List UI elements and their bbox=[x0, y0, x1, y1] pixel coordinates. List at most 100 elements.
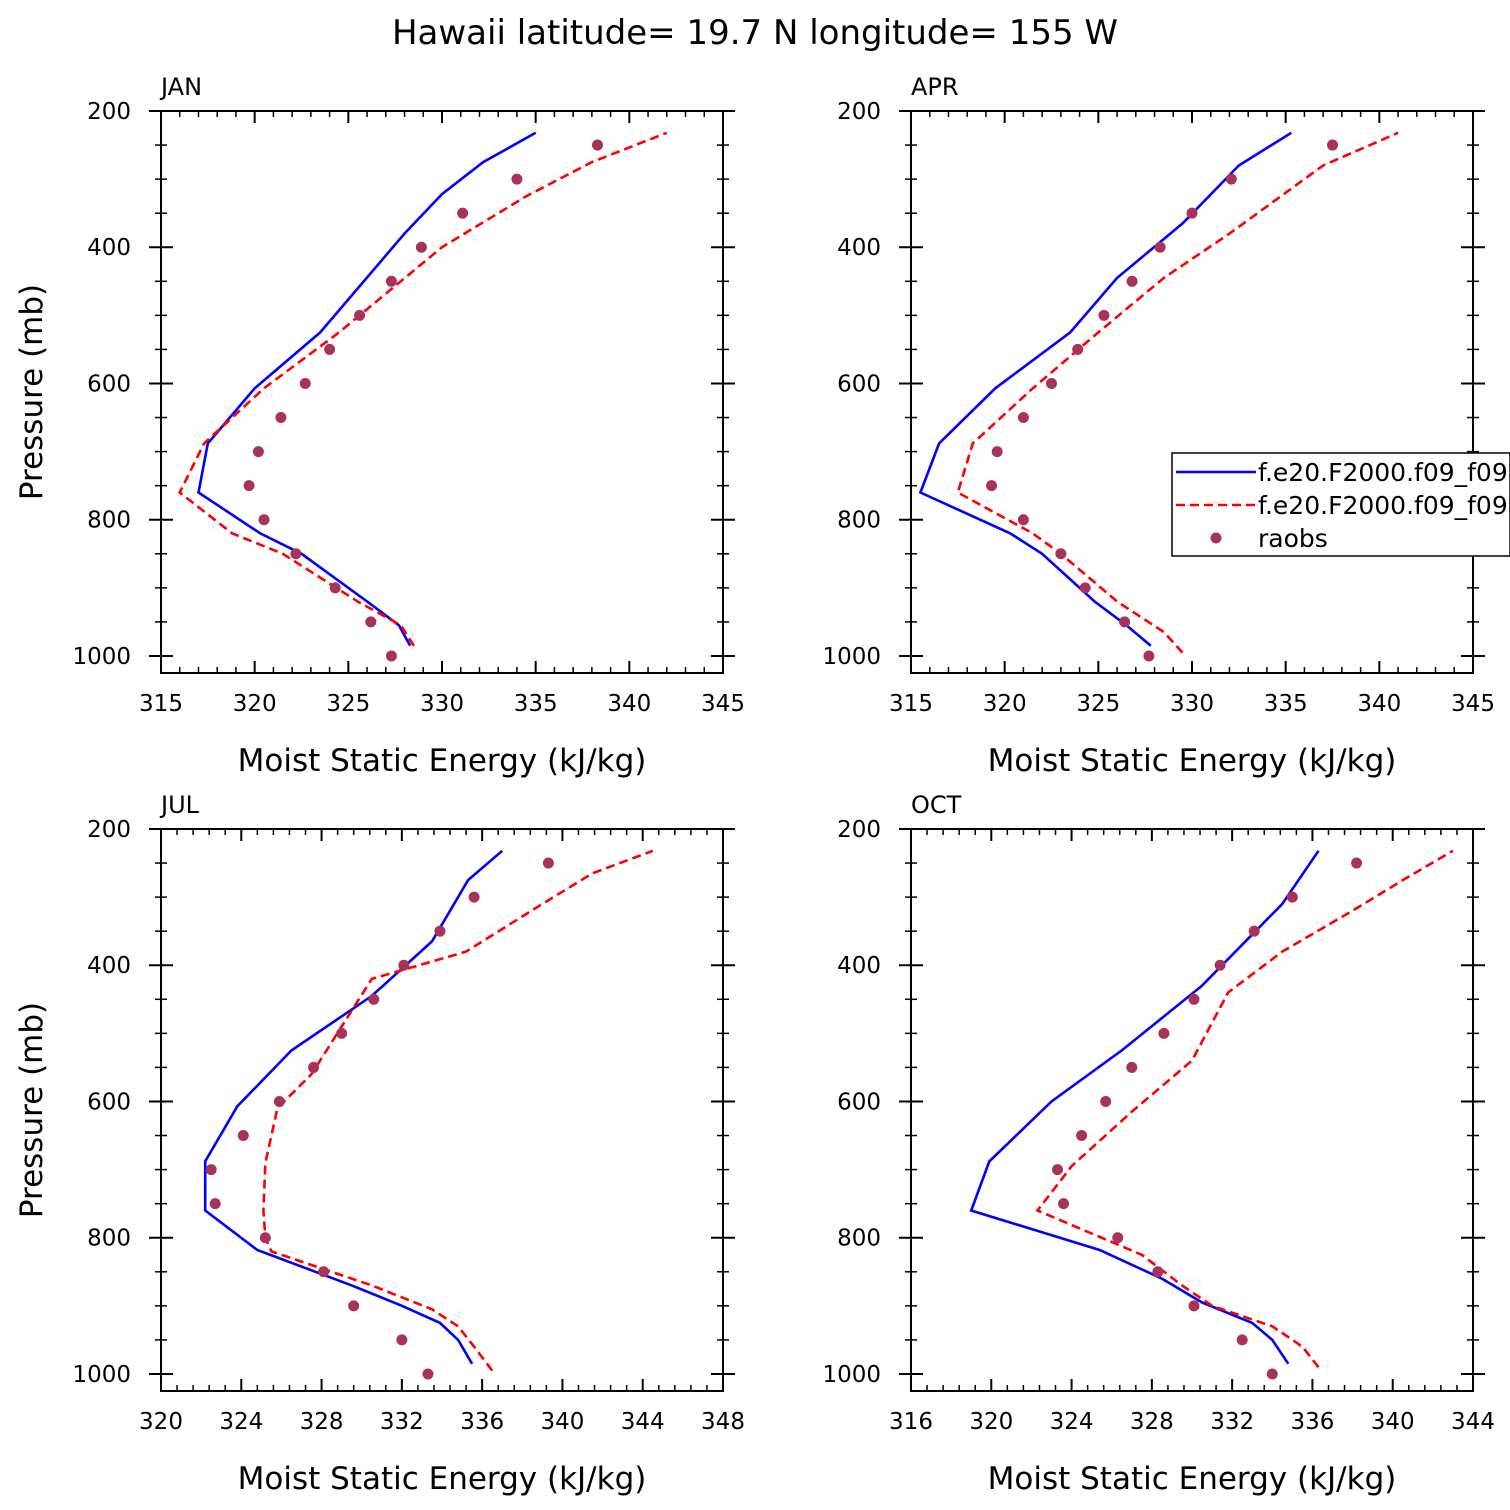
raobs-point bbox=[1214, 959, 1226, 971]
raobs-point bbox=[1079, 582, 1091, 594]
raobs-point bbox=[1143, 650, 1155, 662]
raobs-point bbox=[290, 548, 302, 560]
series-group bbox=[969, 849, 1454, 1380]
raobs-point bbox=[511, 173, 523, 185]
x-tick-label: 345 bbox=[701, 691, 745, 717]
legend: f.e20.F2000.f09_f09 f.e20.F2000.f09_f09ra… bbox=[1171, 452, 1510, 557]
raobs-point bbox=[1046, 377, 1057, 389]
raobs-point bbox=[385, 275, 397, 287]
raobs-point bbox=[1188, 1300, 1200, 1312]
raobs-point bbox=[209, 1198, 221, 1210]
raobs-point bbox=[468, 891, 480, 903]
y-tick-label: 800 bbox=[87, 508, 131, 534]
model-line-dashed bbox=[956, 131, 1399, 654]
x-tick-label: 332 bbox=[380, 1409, 424, 1435]
x-tick-label: 335 bbox=[1264, 691, 1308, 717]
x-tick-label: 344 bbox=[621, 1409, 665, 1435]
y-tick-label: 400 bbox=[87, 235, 131, 261]
x-tick-label: 315 bbox=[139, 691, 183, 717]
raobs-point bbox=[1119, 616, 1131, 628]
panels: JAN 315 320 325 330 335 340 345 200 400 600 800 1000… bbox=[14, 73, 1495, 1497]
raobs-point bbox=[258, 514, 270, 526]
model-line-dashed bbox=[178, 131, 668, 647]
x-tick-label: 320 bbox=[233, 691, 277, 717]
y-tick-label: 600 bbox=[837, 371, 881, 397]
raobs-point bbox=[385, 650, 397, 662]
raobs-point bbox=[1072, 343, 1084, 355]
y-axis-label: Pressure (mb) bbox=[14, 1002, 50, 1218]
raobs-point bbox=[299, 377, 311, 389]
raobs-point bbox=[243, 480, 255, 492]
x-tick-label: 344 bbox=[1451, 1409, 1495, 1435]
raobs-point bbox=[457, 207, 469, 219]
y-tick-label: 200 bbox=[837, 817, 881, 843]
y-tick-label: 1000 bbox=[72, 1362, 131, 1388]
raobs-point bbox=[398, 959, 410, 971]
raobs-point bbox=[1188, 993, 1200, 1005]
raobs-point bbox=[542, 857, 554, 869]
y-tick-label: 200 bbox=[837, 99, 881, 125]
raobs-point bbox=[252, 446, 264, 458]
panel-label: APR bbox=[911, 73, 959, 101]
legend-label: raobs bbox=[1258, 524, 1328, 553]
raobs-point bbox=[1126, 1061, 1138, 1073]
legend-label: f.e20.F2000.f09_f09 bbox=[1258, 491, 1508, 520]
x-tick-label: 320 bbox=[983, 691, 1027, 717]
x-tick-label: 324 bbox=[219, 1409, 263, 1435]
panel-jan: JAN 315 320 325 330 335 340 345 200 400 600 800 1000… bbox=[14, 73, 745, 779]
plot-frame bbox=[910, 110, 1474, 674]
raobs-point bbox=[591, 139, 603, 151]
x-tick-label: 336 bbox=[460, 1409, 504, 1435]
raobs-point bbox=[368, 993, 380, 1005]
model-line-solid bbox=[918, 131, 1292, 647]
raobs-point bbox=[1351, 857, 1363, 869]
x-tick-label: 328 bbox=[300, 1409, 344, 1435]
raobs-point bbox=[318, 1266, 330, 1278]
panel-label: OCT bbox=[911, 791, 962, 819]
x-tick-label: 320 bbox=[969, 1409, 1013, 1435]
raobs-point bbox=[273, 1095, 285, 1107]
raobs-point bbox=[354, 309, 366, 321]
raobs-point bbox=[1098, 309, 1110, 321]
raobs-point bbox=[336, 1027, 348, 1039]
raobs-point bbox=[1055, 548, 1067, 560]
raobs-point bbox=[1225, 173, 1237, 185]
panel-label: JUL bbox=[159, 791, 200, 819]
y-tick-label: 400 bbox=[87, 953, 131, 979]
x-tick-label: 324 bbox=[1050, 1409, 1094, 1435]
y-tick-label: 800 bbox=[837, 1226, 881, 1252]
series-group bbox=[918, 131, 1399, 662]
raobs-point bbox=[1266, 1368, 1278, 1380]
x-tick-label: 348 bbox=[701, 1409, 745, 1435]
x-tick-label: 345 bbox=[1451, 691, 1495, 717]
raobs-point bbox=[1126, 275, 1138, 287]
legend-marker bbox=[1210, 532, 1222, 544]
panel-label: JAN bbox=[159, 73, 202, 101]
legend-label: f.e20.F2000.f09_f09 bbox=[1258, 458, 1508, 487]
plot-frame bbox=[160, 828, 724, 1392]
raobs-point bbox=[1100, 1095, 1112, 1107]
model-line-dashed bbox=[262, 849, 654, 1372]
model-line-solid bbox=[197, 131, 537, 647]
raobs-point bbox=[1158, 1027, 1170, 1039]
raobs-point bbox=[308, 1061, 320, 1073]
y-tick-label: 1000 bbox=[822, 644, 881, 670]
x-tick-label: 325 bbox=[326, 691, 370, 717]
raobs-point bbox=[1186, 207, 1198, 219]
panel-oct: OCT 316 320 324 328 332 336 340 344 200 400 600 800 1… bbox=[822, 791, 1495, 1497]
raobs-point bbox=[422, 1368, 434, 1380]
x-tick-label: 330 bbox=[420, 691, 464, 717]
raobs-point bbox=[396, 1334, 408, 1346]
raobs-point bbox=[1052, 1164, 1064, 1176]
raobs-point bbox=[329, 582, 341, 594]
y-tick-label: 600 bbox=[87, 1089, 131, 1115]
x-tick-label: 340 bbox=[1357, 691, 1401, 717]
x-tick-label: 332 bbox=[1210, 1409, 1254, 1435]
x-tick-label: 315 bbox=[889, 691, 933, 717]
x-tick-label: 316 bbox=[889, 1409, 933, 1435]
x-tick-label: 328 bbox=[1130, 1409, 1174, 1435]
y-axis-label: Pressure (mb) bbox=[14, 284, 50, 500]
raobs-point bbox=[434, 925, 446, 937]
raobs-point bbox=[205, 1164, 217, 1176]
panel-apr: APR 315 320 325 330 335 340 345 200 400 600 800 1000… bbox=[822, 73, 1495, 779]
